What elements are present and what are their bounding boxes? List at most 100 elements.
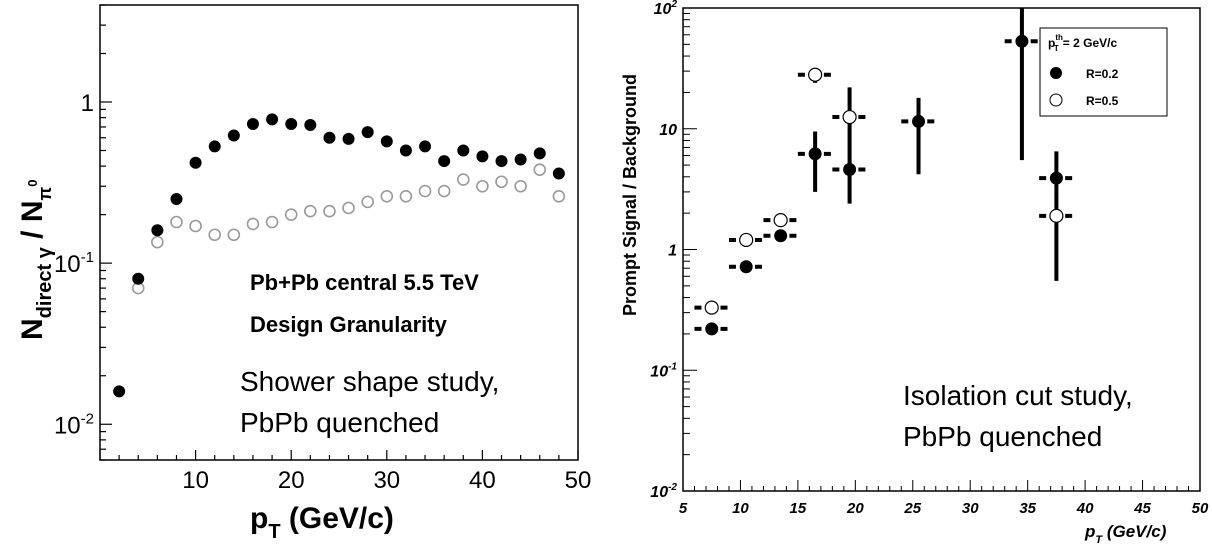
left-y-tick-label-base: 1 xyxy=(81,90,94,117)
right-x-tick-label: 45 xyxy=(1133,500,1151,517)
left-open-point xyxy=(342,201,355,215)
left-filled-point xyxy=(246,118,259,131)
left-filled-point xyxy=(227,129,240,142)
left-x-axis-label: pT (GeV/c) xyxy=(250,502,394,543)
left-filled-point xyxy=(495,155,508,168)
left-filled-point xyxy=(399,144,412,157)
legend-title-rest: = 2 GeV/c xyxy=(1063,36,1118,50)
left-x-tick-label: 30 xyxy=(373,467,400,494)
left-filled-point xyxy=(285,118,298,131)
left-filled-point xyxy=(170,193,183,206)
left-open-point xyxy=(170,215,183,229)
r05-point xyxy=(739,232,754,248)
r02-point xyxy=(808,147,822,161)
left-ylabel-main: N xyxy=(16,318,49,340)
right-xlabel-sub: T xyxy=(1095,534,1103,546)
legend-marker-open xyxy=(1049,93,1063,107)
left-open-point xyxy=(514,179,527,193)
left-y-tick-label-exp: -1 xyxy=(81,249,94,266)
r02-point xyxy=(912,114,926,128)
left-filled-point xyxy=(438,155,451,168)
right-y-tick-label-base: 10 xyxy=(654,1,672,18)
left-open-point xyxy=(495,175,508,189)
left-ylabel-sub2: π xyxy=(35,187,55,201)
left-open-point xyxy=(437,184,451,198)
left-open-point xyxy=(552,189,566,203)
left-open-point xyxy=(246,217,260,231)
left-filled-point xyxy=(419,140,432,153)
right-x-tick-label: 20 xyxy=(846,500,864,517)
left-ylabel-sub1: direct γ xyxy=(34,246,56,318)
right-y-tick-label-base: 10 xyxy=(659,122,677,139)
left-filled-point xyxy=(151,224,164,237)
left-y-tick-label: 1 xyxy=(81,90,94,117)
right-x-tick-label: 30 xyxy=(962,500,979,517)
left-filled-point xyxy=(132,272,145,285)
left-open-point xyxy=(189,219,202,233)
r05-point xyxy=(773,213,788,228)
r02-point xyxy=(739,260,753,274)
legend: pth T = 2 GeV/c R=0.2 R=0.5 xyxy=(1039,27,1168,117)
left-x-tick-label: 10 xyxy=(182,467,209,494)
left-y-tick-label: 10-2 xyxy=(54,410,94,439)
left-filled-point xyxy=(533,147,546,160)
right-y-axis-label: Prompt Signal / Background xyxy=(620,74,640,316)
left-open-point xyxy=(208,228,222,242)
left-y-tick-label: 10-1 xyxy=(54,249,94,278)
legend-marker-filled xyxy=(1050,67,1062,79)
left-annotation-line1: Pb+Pb central 5.5 TeV xyxy=(250,270,479,295)
right-x-tick-label: 50 xyxy=(1192,500,1209,517)
left-y-tick-label-exp: -2 xyxy=(81,410,94,427)
left-filled-point xyxy=(266,113,279,126)
left-open-point xyxy=(476,179,489,193)
left-plot-frame xyxy=(99,4,579,461)
left-open-point xyxy=(323,204,336,218)
left-annotation-line2: Design Granularity xyxy=(250,312,448,337)
r02-point xyxy=(705,322,719,336)
r05-point xyxy=(1049,208,1064,223)
right-y-tick-label-base: 10 xyxy=(650,484,668,501)
left-open-point xyxy=(361,195,374,209)
r02-point xyxy=(1015,34,1029,48)
right-x-tick-label: 15 xyxy=(790,500,807,517)
legend-title-sub: T xyxy=(1054,44,1059,53)
right-study-line1: Isolation cut study, xyxy=(903,380,1133,411)
left-filled-point xyxy=(208,140,221,153)
right-y-tick-label-exp: -1 xyxy=(668,361,677,372)
left-ylabel-sup2: 0 xyxy=(25,179,40,186)
left-xlabel-sub: T xyxy=(268,521,280,543)
left-open-point xyxy=(456,173,470,186)
left-y-axis-label: Ndirect γ / Nπ0 xyxy=(16,179,56,340)
right-x-axis-label: pT (GeV/c) xyxy=(1084,522,1167,546)
left-open-point xyxy=(533,163,547,177)
left-open-point xyxy=(418,184,432,198)
legend-title-sup: th xyxy=(1055,33,1063,42)
left-open-point xyxy=(227,228,241,242)
right-y-tick-label-base: 1 xyxy=(668,243,677,260)
legend-title-main: p xyxy=(1048,36,1055,50)
r02-point xyxy=(843,162,857,176)
right-y-tick-label: 10-1 xyxy=(650,361,677,380)
r02-point xyxy=(1049,171,1063,185)
r05-point xyxy=(808,67,823,82)
right-x-tick-label: 35 xyxy=(1019,500,1036,517)
left-y-tick-label-base: 10 xyxy=(54,412,81,439)
left-y-tick-label-base: 10 xyxy=(54,251,81,278)
left-study-line2: PbPb quenched xyxy=(240,407,439,438)
right-y-tick-label: 102 xyxy=(654,0,678,18)
legend-entry-r05: R=0.5 xyxy=(1086,94,1119,108)
right-x-tick-label: 25 xyxy=(903,500,921,517)
left-open-point xyxy=(399,189,413,203)
right-x-tick-label: 10 xyxy=(732,500,749,517)
left-filled-point xyxy=(342,132,355,145)
r05-point xyxy=(842,109,857,125)
left-filled-point xyxy=(476,150,489,163)
left-filled-point xyxy=(514,153,527,166)
right-xlabel-main: p xyxy=(1084,522,1095,541)
left-x-tick-label: 40 xyxy=(469,467,496,494)
right-y-tick-label: 1 xyxy=(668,243,677,260)
left-x-tick-label: 50 xyxy=(565,467,592,494)
right-y-tick-label: 10 xyxy=(659,122,677,139)
